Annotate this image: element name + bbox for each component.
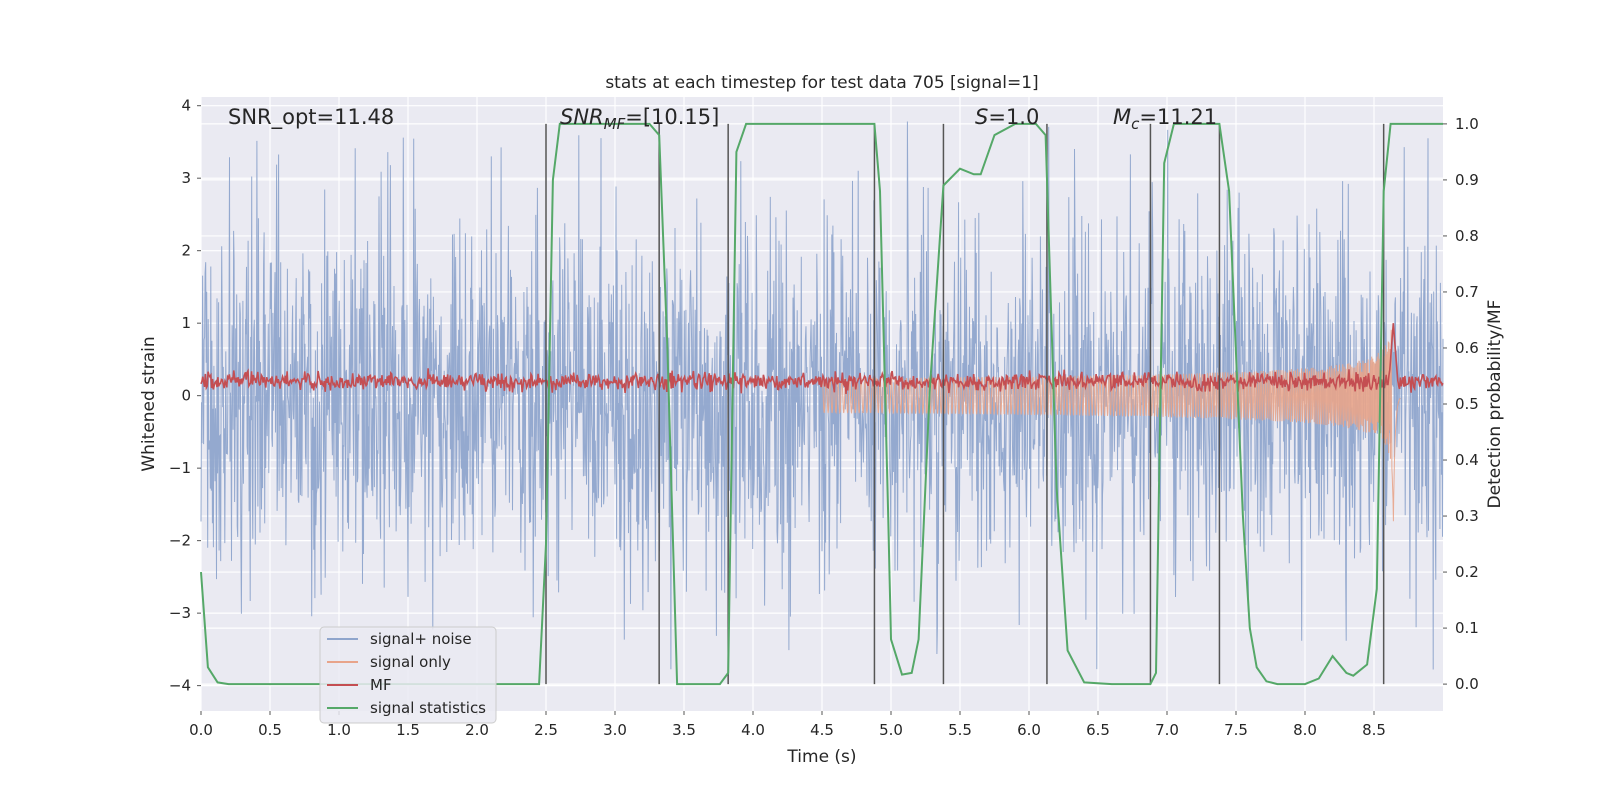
y2-tick-label: 0.4 bbox=[1455, 451, 1479, 469]
y-tick-label: 4 bbox=[181, 97, 191, 115]
x-tick-label: 2.5 bbox=[534, 721, 558, 739]
chart-title: stats at each timestep for test data 705… bbox=[605, 73, 1038, 93]
annotation-s-main: S bbox=[975, 105, 988, 129]
y-tick-label: −4 bbox=[169, 677, 191, 695]
x-tick-label: 3.5 bbox=[672, 721, 696, 739]
legend-label-signal-noise: signal+ noise bbox=[370, 630, 472, 648]
y2-tick-label: 0.2 bbox=[1455, 563, 1479, 581]
y2-tick-label: 1.0 bbox=[1455, 115, 1479, 133]
y2-tick-label: 0.6 bbox=[1455, 339, 1479, 357]
y-tick-label: −3 bbox=[169, 604, 191, 622]
y-tick-label: 3 bbox=[181, 169, 191, 187]
mf-series bbox=[200, 323, 1444, 395]
legend-box bbox=[319, 626, 497, 724]
x-tick-label: 0.0 bbox=[189, 721, 213, 739]
annotation-snr-mf-value: =[10.15] bbox=[625, 105, 719, 129]
annotation-snr-mf-sub: MF bbox=[604, 115, 626, 133]
x-axis-label: Time (s) bbox=[786, 747, 856, 767]
x-tick-label: 8.5 bbox=[1362, 721, 1386, 739]
x-tick-label: 5.5 bbox=[948, 721, 972, 739]
x-tick-label: 6.5 bbox=[1086, 721, 1110, 739]
y2-tick-label: 0.8 bbox=[1455, 227, 1479, 245]
annotation-mc-main: M bbox=[1113, 105, 1131, 129]
x-tick-label: 4.5 bbox=[810, 721, 834, 739]
y2-tick-label: 0.5 bbox=[1455, 395, 1479, 413]
legend-label-mf: MF bbox=[370, 676, 392, 694]
y2-tick-label: 0.1 bbox=[1455, 619, 1479, 637]
y-tick-label: 2 bbox=[181, 242, 191, 260]
x-tick-label: 1.0 bbox=[327, 721, 351, 739]
signal-statistics-series bbox=[200, 122, 1443, 686]
mf-line bbox=[200, 323, 1444, 395]
annotation-mc-sub: c bbox=[1131, 115, 1140, 133]
x-tick-label: 4.0 bbox=[741, 721, 765, 739]
y2-tick-label: 0.3 bbox=[1455, 507, 1479, 525]
tick-labels: 0.0 0.5 1.0 1.5 2.0 2.5 3.0 3.5 4.0 4.5 5.0 5.5 6.0 6… bbox=[169, 97, 1479, 739]
y-axis-label: Whitened strain bbox=[139, 336, 159, 471]
y2-tick-label: 0.9 bbox=[1455, 171, 1479, 189]
y2-axis-label: Detection probability/MF bbox=[1485, 300, 1505, 509]
x-tick-label: 2.0 bbox=[465, 721, 489, 739]
annotation-mc: Mc=11.21 bbox=[1113, 105, 1217, 133]
x-tick-label: 0.5 bbox=[258, 721, 282, 739]
annotation-s: S=1.0 bbox=[975, 105, 1039, 129]
y-tick-label: 0 bbox=[181, 387, 191, 405]
x-tick-label: 5.0 bbox=[879, 721, 903, 739]
annotation-mc-value: =11.21 bbox=[1139, 105, 1217, 129]
annotation-snr-mf: SNRMF=[10.15] bbox=[560, 105, 719, 133]
x-tick-label: 3.0 bbox=[603, 721, 627, 739]
x-tick-label: 1.5 bbox=[396, 721, 420, 739]
x-tick-label: 7.5 bbox=[1224, 721, 1248, 739]
signal-statistics-line bbox=[200, 122, 1443, 686]
legend-label-signal-only: signal only bbox=[370, 653, 451, 671]
legend-label-signal-statistics: signal statistics bbox=[370, 699, 486, 717]
y-tick-label: −1 bbox=[169, 459, 191, 477]
y2-tick-label: 0.0 bbox=[1455, 675, 1479, 693]
x-tick-label: 8.0 bbox=[1293, 721, 1317, 739]
x-tick-label: 6.0 bbox=[1017, 721, 1041, 739]
annotation-s-value: =1.0 bbox=[988, 105, 1039, 129]
x-tick-label: 7.0 bbox=[1155, 721, 1179, 739]
y-tick-label: 1 bbox=[181, 314, 191, 332]
y-tick-label: −2 bbox=[169, 532, 191, 550]
y2-tick-label: 0.7 bbox=[1455, 283, 1479, 301]
annotation-snr-opt: SNR_opt=11.48 bbox=[228, 105, 394, 130]
legend: signal+ noise signal only MF signal stat… bbox=[319, 626, 497, 724]
annotation-snr-mf-main: SNR bbox=[560, 105, 604, 129]
